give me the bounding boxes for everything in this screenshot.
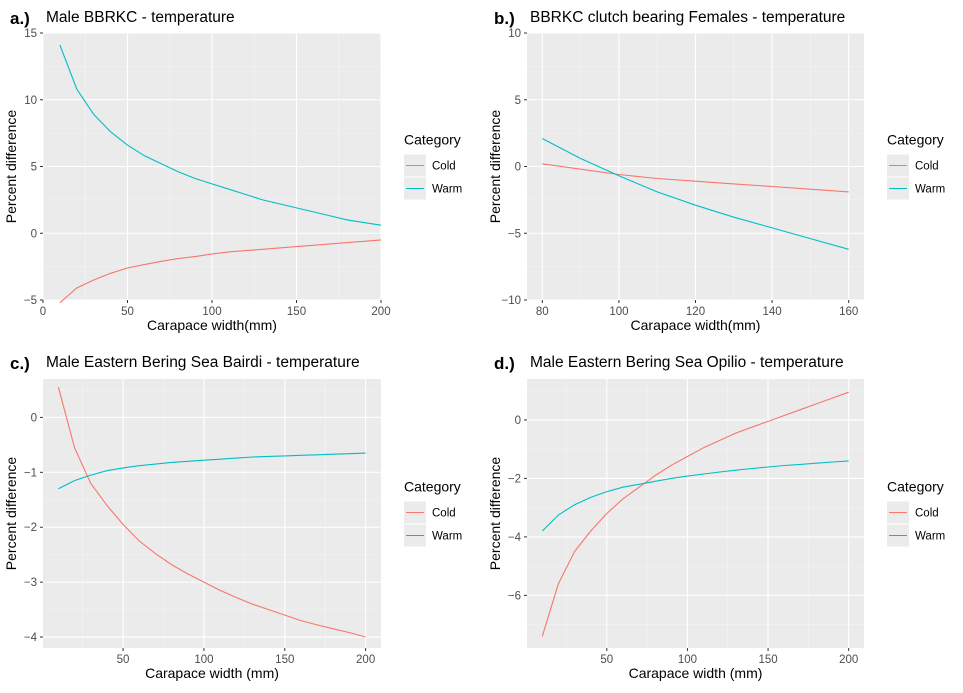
y-tick-label: 5: [515, 95, 521, 107]
x-tick-label: 150: [275, 654, 294, 666]
x-tick-label: 100: [202, 306, 221, 318]
x-tick-label: 200: [371, 306, 390, 318]
plot-panel-background: [527, 379, 864, 648]
x-tick-label: 150: [287, 306, 306, 318]
y-axis-title: Percent difference: [3, 110, 19, 224]
x-tick-label: 150: [758, 654, 777, 666]
panel-title: Male BBRKC - temperature: [46, 9, 235, 26]
y-tick-label: 0: [515, 162, 521, 174]
legend-label-cold: Cold: [432, 161, 456, 173]
y-tick-label: 10: [508, 28, 521, 40]
panel-title: BBRKC clutch bearing Females - temperatu…: [530, 9, 845, 26]
legend-label-warm: Warm: [915, 184, 945, 196]
x-tick-label: 200: [839, 654, 858, 666]
panel-tag: a.): [10, 9, 30, 28]
x-tick-label: 80: [536, 306, 549, 318]
legend-title: Category: [404, 132, 461, 148]
x-axis-title: Carapace width(mm): [147, 317, 277, 333]
y-tick-label: 5: [31, 162, 37, 174]
legend: Category Cold Warm: [887, 479, 945, 547]
x-axis-title: Carapace width (mm): [145, 665, 279, 681]
y-tick-label: −6: [508, 590, 521, 602]
x-tick-label: 50: [117, 654, 130, 666]
legend-label-warm: Warm: [432, 184, 462, 196]
y-tick-label: 0: [31, 228, 37, 240]
panel-title: Male Eastern Bering Sea Opilio - tempera…: [530, 354, 844, 371]
series-line-cold: [59, 239, 382, 304]
panel-tag: d.): [494, 354, 515, 373]
y-tick-label: −4: [24, 632, 38, 644]
y-tick-label: −2: [24, 522, 37, 534]
chart-panel-c: 50 100 150 200 −4 −3 −2 −1 0 Carapace width (mm) P…: [3, 354, 462, 681]
legend: Category Cold Warm: [404, 479, 462, 547]
y-tick-label: −5: [24, 295, 37, 307]
y-tick-label: 0: [515, 415, 521, 427]
panel-title: Male Eastern Bering Sea Bairdi - tempera…: [46, 354, 360, 371]
y-tick-label: −4: [508, 532, 522, 544]
legend-label-warm: Warm: [432, 531, 462, 543]
chart-panel-d: 50 100 150 200 −6 −4 −2 0 Carapace width (mm) Per…: [487, 354, 945, 681]
legend: Category Cold Warm: [887, 132, 945, 200]
x-axis-title: Carapace width (mm): [629, 665, 763, 681]
series-line-cold: [542, 163, 849, 193]
x-tick-label: 120: [686, 306, 705, 318]
legend: Category Cold Warm: [404, 132, 462, 200]
y-axis-title: Percent difference: [3, 457, 19, 571]
x-tick-label: 100: [194, 654, 213, 666]
y-tick-label: 15: [24, 28, 37, 40]
legend-label-cold: Cold: [432, 508, 456, 520]
x-tick-label: 100: [609, 306, 628, 318]
y-tick-label: −5: [508, 228, 521, 240]
x-tick-label: 50: [600, 654, 613, 666]
series-line-warm: [542, 138, 849, 250]
series-line-warm: [59, 44, 382, 226]
y-tick-label: 10: [24, 95, 37, 107]
x-tick-label: 0: [40, 306, 46, 318]
y-axis-title: Percent difference: [487, 110, 503, 224]
legend-label-cold: Cold: [915, 161, 939, 173]
y-tick-label: −2: [508, 473, 521, 485]
y-tick-label: 0: [31, 412, 37, 424]
series-line-cold: [57, 387, 366, 638]
legend-title: Category: [887, 132, 944, 148]
panel-tag: c.): [10, 354, 30, 373]
x-axis-title: Carapace width(mm): [631, 317, 761, 333]
legend-title: Category: [887, 479, 944, 495]
legend-title: Category: [404, 479, 461, 495]
x-tick-label: 200: [356, 654, 375, 666]
y-axis-title: Percent difference: [487, 457, 503, 571]
y-tick-label: −10: [501, 295, 521, 307]
legend-label-warm: Warm: [915, 531, 945, 543]
x-tick-label: 50: [121, 306, 134, 318]
series-line-warm: [541, 460, 849, 532]
x-tick-label: 140: [762, 306, 781, 318]
panel-tag: b.): [494, 9, 515, 28]
y-tick-label: −3: [24, 577, 37, 589]
chart-panel-b: 80 100 120 140 160 −10 −5 0 5 10 Carapace width(mm…: [487, 9, 945, 333]
series-line-cold: [541, 391, 849, 637]
series-line-warm: [58, 452, 366, 490]
y-tick-label: −1: [24, 467, 37, 479]
plot-panel-background: [43, 379, 381, 648]
x-tick-label: 160: [839, 306, 858, 318]
x-tick-label: 100: [678, 654, 697, 666]
legend-label-cold: Cold: [915, 508, 939, 520]
